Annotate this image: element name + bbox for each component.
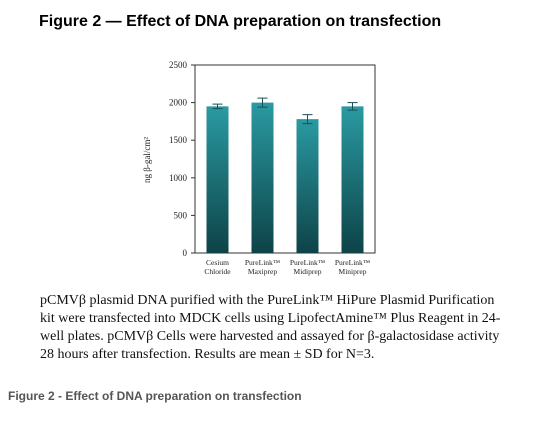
bar [251,102,274,253]
y-tick-label: 0 [183,248,188,258]
y-axis: 0 500 1000 1500 2000 2500 [169,60,195,258]
bar-chart: 0 500 1000 1500 2000 2500 Cesium Chloride PureL… [142,60,376,276]
caption-line: 28 hours after transfection. Results are… [40,347,375,362]
y-tick-label: 2500 [169,60,188,70]
x-tick-label: PureLink™ Maxiprep [245,258,281,276]
caption-line: well plates. pCMVβ Cells were harvested … [40,329,500,344]
plot-frame [194,64,376,254]
error-bar [347,102,358,111]
x-tick-label: Cesium Chloride [204,258,231,276]
caption-line: pCMVβ plasmid DNA purified with the Pure… [40,293,495,308]
x-tick-label: PureLink™ Midiprep [290,258,326,276]
y-axis-label: ng β-gal/cm² [142,137,152,183]
y-tick-label: 1500 [169,135,188,145]
bottom-title: Figure 2 - Effect of DNA preparation on … [8,389,302,403]
y-tick-label: 2000 [169,98,188,108]
bar [296,119,319,253]
error-bar [257,97,268,108]
y-tick-label: 500 [174,210,188,220]
error-bar [302,114,313,125]
figure-caption: pCMVβ plasmid DNA purified with the Pure… [40,292,545,364]
figure-title: Figure 2 — Effect of DNA preparation on … [39,13,442,30]
caption-line: kit were transfected into MDCK cells usi… [40,311,501,326]
bar [341,106,364,253]
error-bar [212,103,223,110]
x-axis: Cesium Chloride PureLink™ Maxiprep PureLink™… [204,258,370,276]
x-tick-label: PureLink™ Miniprep [335,258,371,276]
y-tick-label: 1000 [169,173,188,183]
bars [206,97,364,253]
bar [206,106,229,253]
